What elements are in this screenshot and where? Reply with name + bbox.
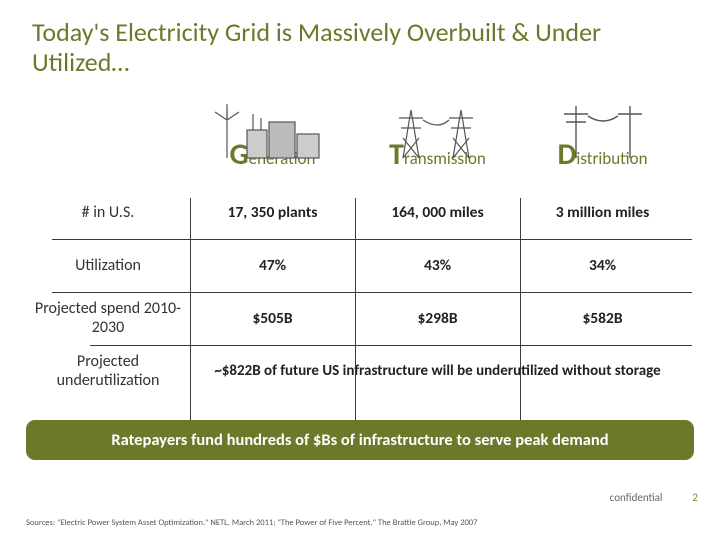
data-table: # in U.S. 17, 350 plants 164, 000 miles … xyxy=(0,187,720,398)
sources-text: Sources: "Electric Power System Asset Op… xyxy=(26,518,694,528)
distribution-icon xyxy=(548,100,658,162)
generation-icon xyxy=(213,100,333,162)
cell-spend-trans: $298B xyxy=(355,303,520,334)
confidential-label: confidential xyxy=(610,491,663,504)
row-label-util: Utilization xyxy=(26,251,190,281)
column-icons xyxy=(190,96,685,162)
transmission-icon xyxy=(383,100,493,162)
cell-spend-gen: $505B xyxy=(190,303,355,334)
table-row: # in U.S. 17, 350 plants 164, 000 miles … xyxy=(26,187,694,239)
cell-count-gen: 17, 350 plants xyxy=(190,197,355,228)
table-row: Projected underutilization ~$822B of fut… xyxy=(26,346,694,398)
page-number: 2 xyxy=(692,491,698,504)
footer: confidential 2 xyxy=(0,491,720,504)
row-label-count: # in U.S. xyxy=(26,198,190,228)
callout-bar: Ratepayers fund hundreds of $Bs of infra… xyxy=(26,420,694,460)
cell-util-gen: 47% xyxy=(190,250,355,281)
cell-util-dist: 34% xyxy=(520,250,685,281)
cell-spend-dist: $582B xyxy=(520,303,685,334)
cell-count-dist: 3 million miles xyxy=(520,197,685,228)
table-row: Projected spend 2010-2030 $505B $298B $5… xyxy=(26,293,694,345)
cell-util-trans: 43% xyxy=(355,250,520,281)
cell-count-trans: 164, 000 miles xyxy=(355,197,520,228)
slide-title: Today's Electricity Grid is Massively Ov… xyxy=(0,0,720,86)
cell-under-merged: ~$822B of future US infrastructure will … xyxy=(190,356,685,387)
row-label-spend: Projected spend 2010-2030 xyxy=(26,294,190,343)
table-row: Utilization 47% 43% 34% xyxy=(26,240,694,292)
row-label-under: Projected underutilization xyxy=(26,347,190,396)
